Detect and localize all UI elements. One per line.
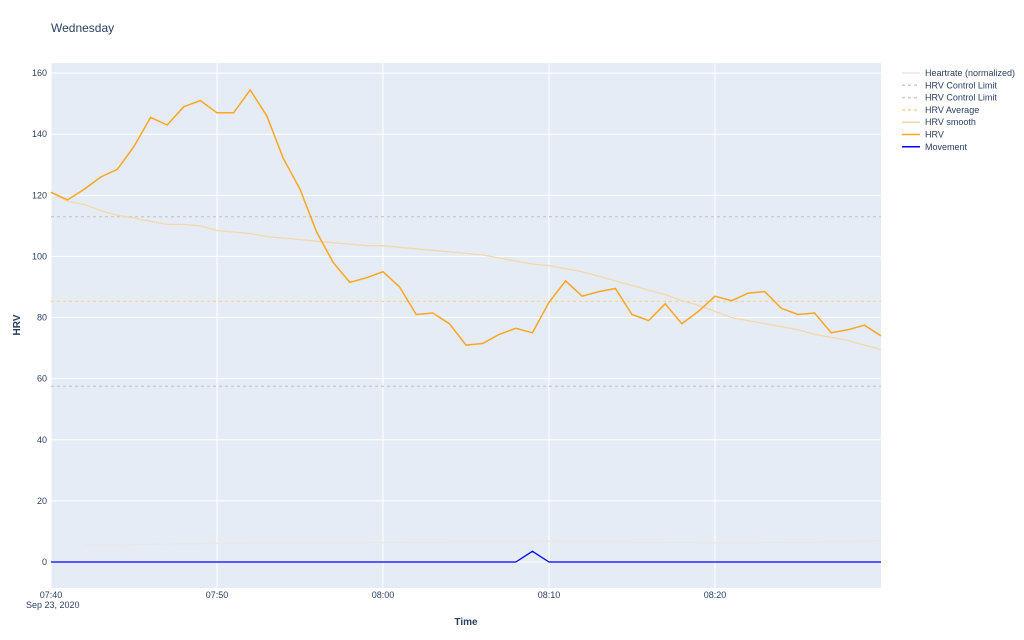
legend-label: HRV Average [925, 105, 979, 115]
legend-label: HRV Control Limit [925, 80, 997, 90]
series-line [84, 539, 882, 546]
x-date-label: Sep 23, 2020 [26, 600, 80, 610]
chart-title: Wednesday [51, 21, 114, 35]
legend-label: HRV smooth [925, 117, 976, 127]
y-tick-label: 140 [32, 129, 47, 139]
x-tick-label: 08:10 [538, 590, 561, 600]
y-tick-label: 80 [37, 313, 47, 323]
x-tick-label: 08:00 [372, 590, 395, 600]
x-tick-label: 07:40 [40, 590, 63, 600]
legend-label: HRV Control Limit [925, 93, 997, 103]
plot-area [51, 63, 881, 588]
y-tick-label: 0 [42, 557, 47, 567]
y-tick-label: 120 [32, 190, 47, 200]
legend-label: Movement [925, 142, 968, 152]
x-axis-title: Time [454, 617, 478, 628]
x-tick-label: 07:50 [206, 590, 229, 600]
y-axis-title: HRV [12, 314, 23, 335]
y-tick-label: 20 [37, 496, 47, 506]
series-line [51, 550, 881, 563]
legend-label: HRV [925, 130, 944, 140]
legend-label: Heartrate (normalized) [925, 68, 1015, 78]
y-tick-label: 40 [37, 435, 47, 445]
y-tick-label: 60 [37, 374, 47, 384]
x-tick-label: 08:20 [704, 590, 727, 600]
y-tick-label: 100 [32, 251, 47, 261]
series-line [50, 88, 882, 346]
series-line [50, 191, 882, 351]
y-tick-label: 160 [32, 68, 47, 78]
